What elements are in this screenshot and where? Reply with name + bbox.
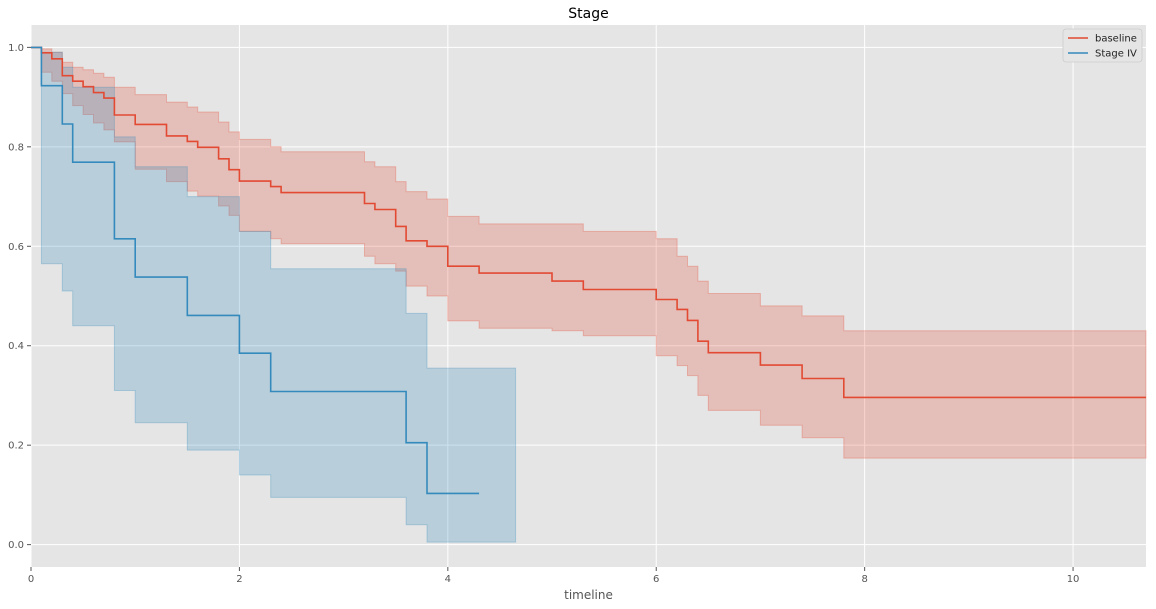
- survival-line-stage-iv: [31, 46, 480, 495]
- y-tick-label: 0.6: [8, 242, 24, 253]
- x-tick-label: 10: [1067, 574, 1080, 585]
- y-tick-label: 1.0: [8, 43, 24, 54]
- x-tick-label: 4: [445, 574, 451, 585]
- y-tick-label: 0.8: [8, 142, 24, 153]
- legend-label: Stage IV: [1095, 49, 1137, 60]
- confidence-band-baseline: [31, 46, 1147, 459]
- x-tick-label: 6: [653, 574, 659, 585]
- legend: baseline Stage IV: [1062, 28, 1143, 63]
- x-tick-label: 8: [861, 574, 867, 585]
- y-tick-label: 0.4: [8, 341, 24, 352]
- chart-title: Stage: [568, 6, 608, 22]
- y-tick-label: 0.2: [8, 441, 24, 452]
- y-tick-label: 0.0: [8, 540, 24, 551]
- legend-label: baseline: [1095, 34, 1137, 45]
- plot-background: [31, 25, 1146, 567]
- survival-line-baseline: [31, 46, 1146, 399]
- x-tick-label: 0: [28, 574, 34, 585]
- x-tick-label: 2: [236, 574, 242, 585]
- x-axis-label: timeline: [564, 588, 613, 602]
